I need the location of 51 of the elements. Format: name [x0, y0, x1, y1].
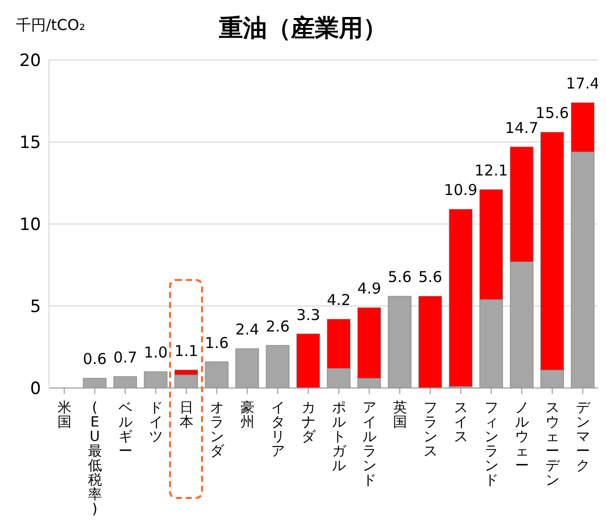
total-label: 1.1 — [174, 342, 198, 360]
bar — [418, 296, 442, 388]
total-label: 5.6 — [418, 268, 442, 286]
bar — [296, 334, 320, 388]
x-tick-label: カナダ — [301, 400, 316, 445]
x-tick-label: 豪州 — [240, 400, 254, 430]
x-tick-label: スイス — [454, 400, 468, 445]
bar — [204, 362, 228, 388]
x-tick-label: 英国 — [392, 400, 407, 430]
total-label: 4.2 — [326, 291, 351, 310]
y-tick-label: 10 — [19, 215, 41, 236]
y-tick-label: 15 — [19, 133, 41, 154]
x-tick-label: イタリア — [270, 400, 285, 460]
x-tick-label: アイルランド — [362, 400, 376, 488]
x-tick-label: 日本 — [179, 400, 194, 430]
total-label: 10.9 — [444, 181, 478, 200]
x-tick-label: オランダ — [210, 400, 225, 460]
total-label: 5.6 — [388, 268, 412, 286]
total-label: 2.4 — [235, 320, 260, 339]
bar — [266, 345, 290, 388]
x-tick-label: フランス — [423, 400, 438, 460]
bar — [144, 371, 168, 388]
x-tick-label: スウェーデン — [545, 400, 560, 488]
x-tick-label: ノルウェー — [514, 400, 529, 474]
total-label: 3.3 — [296, 306, 320, 324]
x-tick-label: デンマーク — [576, 400, 591, 474]
y-axis-title: 千円/tCO₂ — [16, 16, 86, 35]
bar — [82, 378, 106, 388]
total-label: 0.6 — [82, 350, 107, 368]
y-tick-label: 5 — [30, 297, 41, 318]
total-label: 1.6 — [204, 334, 229, 352]
x-tick-label: 米国 — [57, 400, 72, 430]
x-tick-label: ベルギー — [118, 400, 132, 460]
total-label: 2.6 — [266, 317, 290, 336]
x-tick-label: フィンランド — [484, 400, 498, 488]
total-label: 4.9 — [357, 280, 382, 298]
x-tick-label: (EU最低税率) — [88, 400, 102, 518]
bar — [448, 208, 472, 387]
bar — [388, 296, 412, 388]
bar — [235, 348, 259, 388]
total-label: 1.0 — [144, 344, 168, 362]
total-label: 12.1 — [474, 162, 508, 180]
chart-title: 重油（産業用） — [219, 14, 387, 42]
total-label: 14.7 — [505, 118, 538, 137]
x-tick-label: ドイツ — [148, 400, 163, 445]
y-tick-label: 20 — [19, 51, 41, 72]
bar — [113, 376, 137, 388]
total-label: 15.6 — [536, 104, 569, 122]
total-label: 0.7 — [113, 348, 138, 367]
y-tick-label: 0 — [30, 379, 41, 400]
x-tick-label: ポルトガル — [332, 400, 347, 474]
